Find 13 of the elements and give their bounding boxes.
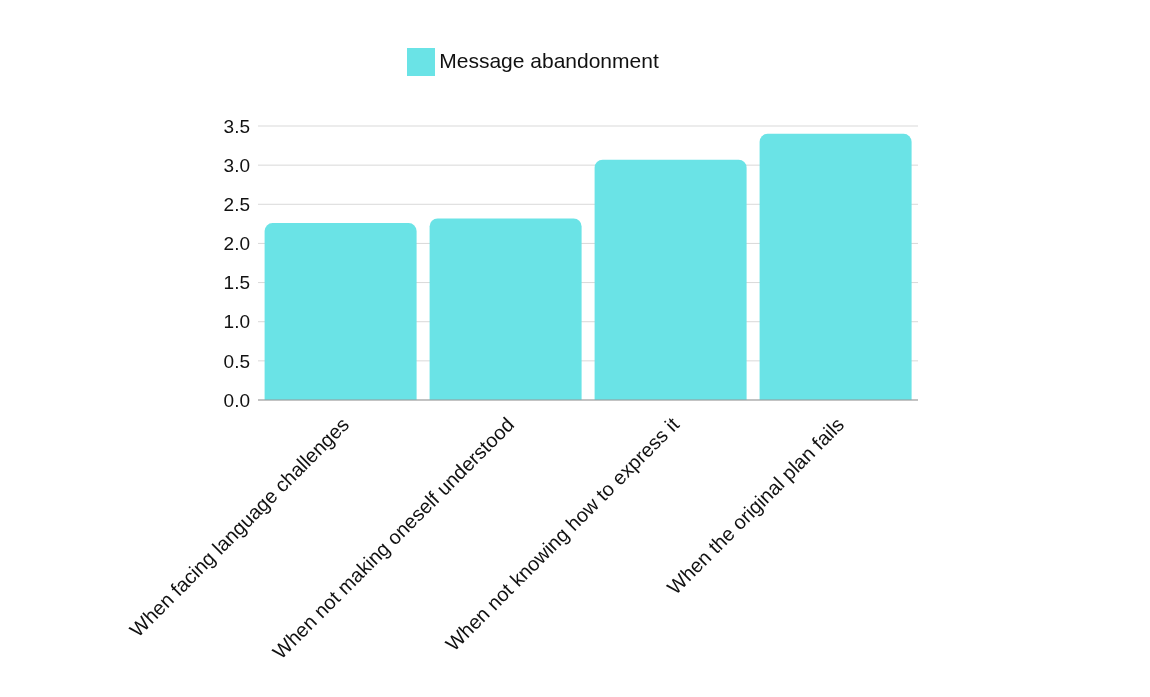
bar xyxy=(594,159,747,400)
y-tick-label: 3.5 xyxy=(223,115,250,137)
y-tick-label: 0.0 xyxy=(223,389,250,411)
bar xyxy=(759,133,912,400)
y-tick-label: 0.5 xyxy=(223,350,250,372)
y-tick-label: 2.5 xyxy=(223,194,250,216)
bar xyxy=(264,223,417,400)
y-tick-label: 1.5 xyxy=(223,272,250,294)
legend-label: Message abandonment xyxy=(439,48,659,72)
y-tick-label: 1.0 xyxy=(223,311,250,333)
y-tick-label: 3.0 xyxy=(223,154,250,176)
y-tick-label: 2.0 xyxy=(223,233,250,255)
bar xyxy=(429,218,582,400)
